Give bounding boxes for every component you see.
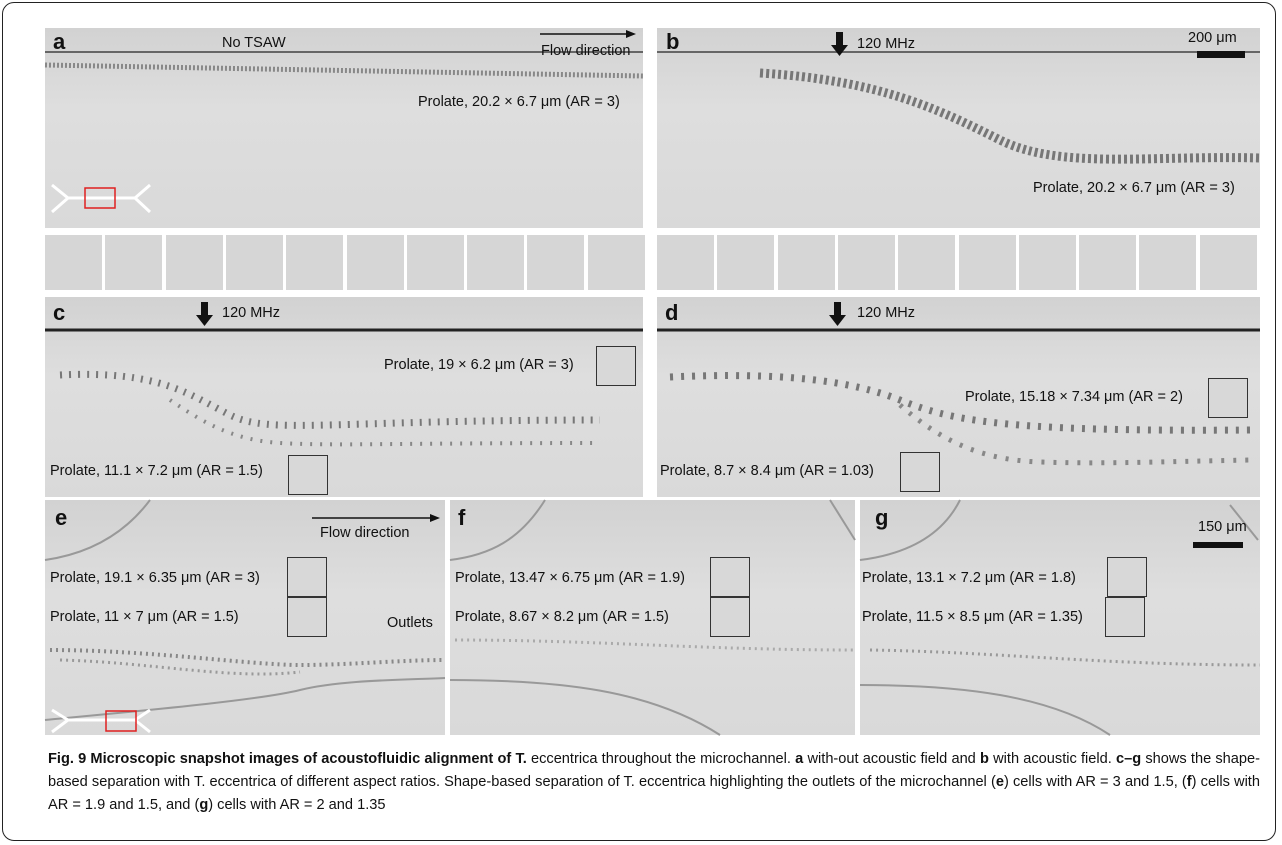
annotation: 120 MHz: [222, 305, 280, 321]
annotation: Prolate, 19 × 6.2 μm (AR = 3): [384, 357, 574, 373]
cell-inset: [710, 597, 750, 637]
cell-thumbnail: [527, 235, 584, 290]
caption-segment: Fig. 9 Microscopic snapshot images of ac…: [48, 751, 527, 767]
scale-bar-label: 150 μm: [1198, 519, 1247, 535]
panel-b: [657, 28, 1260, 228]
caption-segment: with acoustic field.: [989, 751, 1116, 767]
cell-thumbnail: [347, 235, 404, 290]
annotation: Prolate, 11.1 × 7.2 μm (AR = 1.5): [50, 463, 263, 479]
cell-thumbnail: [1019, 235, 1076, 290]
cell-thumbnail: [1139, 235, 1196, 290]
panel-label: g: [875, 505, 888, 531]
cell-thumbnail: [588, 235, 645, 290]
annotation: Flow direction: [541, 43, 630, 59]
caption-segment: b: [980, 751, 989, 767]
panel-label: a: [53, 29, 65, 55]
annotation: Prolate, 11.5 × 8.5 μm (AR = 1.35): [862, 609, 1083, 625]
annotation: 120 MHz: [857, 36, 915, 52]
cell-inset: [287, 597, 327, 637]
annotation: No TSAW: [222, 35, 286, 51]
panel-label: c: [53, 300, 65, 326]
cell-inset: [287, 557, 327, 597]
cell-thumbnail: [717, 235, 774, 290]
panel-label: d: [665, 300, 678, 326]
annotation: Outlets: [387, 615, 433, 631]
annotation: Prolate, 15.18 × 7.34 μm (AR = 2): [965, 389, 1183, 405]
figure-caption: Fig. 9 Microscopic snapshot images of ac…: [48, 748, 1260, 817]
cell-inset: [1208, 378, 1248, 418]
panel-label: b: [666, 29, 679, 55]
caption-segment: g: [199, 797, 208, 813]
cell-thumbnail: [898, 235, 955, 290]
annotation: Prolate, 19.1 × 6.35 μm (AR = 3): [50, 570, 260, 586]
cell-thumbnail: [959, 235, 1016, 290]
annotation: Prolate, 13.1 × 7.2 μm (AR = 1.8): [862, 570, 1076, 586]
cell-inset: [596, 346, 636, 386]
cell-thumbnail: [226, 235, 283, 290]
cell-inset: [710, 557, 750, 597]
cell-inset: [900, 452, 940, 492]
cell-inset: [1105, 597, 1145, 637]
cell-thumbnail: [1079, 235, 1136, 290]
cell-thumbnail: [286, 235, 343, 290]
cell-thumbnail: [105, 235, 162, 290]
caption-segment: e: [996, 774, 1004, 790]
annotation: 120 MHz: [857, 305, 915, 321]
annotation: Prolate, 8.67 × 8.2 μm (AR = 1.5): [455, 609, 669, 625]
panel-label: f: [458, 505, 465, 531]
cell-thumbnail: [1200, 235, 1257, 290]
cell-thumbnail: [45, 235, 102, 290]
caption-segment: c–g: [1116, 751, 1141, 767]
cell-thumbnail: [778, 235, 835, 290]
scale-bar-label: 200 μm: [1188, 30, 1237, 46]
annotation: Prolate, 8.7 × 8.4 μm (AR = 1.03): [660, 463, 874, 479]
cell-thumbnail: [838, 235, 895, 290]
figure-page: a No TSAW Flow direction Prolate, 20.2 ×…: [0, 0, 1282, 845]
caption-segment: ) cells with AR = 3 and 1.5, (: [1004, 774, 1187, 790]
annotation: Prolate, 20.2 × 6.7 μm (AR = 3): [1033, 180, 1235, 196]
annotation: Flow direction: [320, 525, 409, 541]
panel-label: e: [55, 505, 67, 531]
caption-segment: eccentrica throughout the microchannel.: [527, 751, 795, 767]
cell-inset: [288, 455, 328, 495]
cell-thumbnail: [407, 235, 464, 290]
caption-segment: with-out acoustic field and: [803, 751, 980, 767]
annotation: Prolate, 20.2 × 6.7 μm (AR = 3): [418, 94, 620, 110]
cell-thumbnail: [657, 235, 714, 290]
annotation: Prolate, 13.47 × 6.75 μm (AR = 1.9): [455, 570, 685, 586]
caption-segment: ) cells with AR = 2 and 1.35: [208, 797, 385, 813]
annotation: Prolate, 11 × 7 μm (AR = 1.5): [50, 609, 239, 625]
cell-thumbnail: [467, 235, 524, 290]
cell-inset: [1107, 557, 1147, 597]
cell-thumbnail: [166, 235, 223, 290]
